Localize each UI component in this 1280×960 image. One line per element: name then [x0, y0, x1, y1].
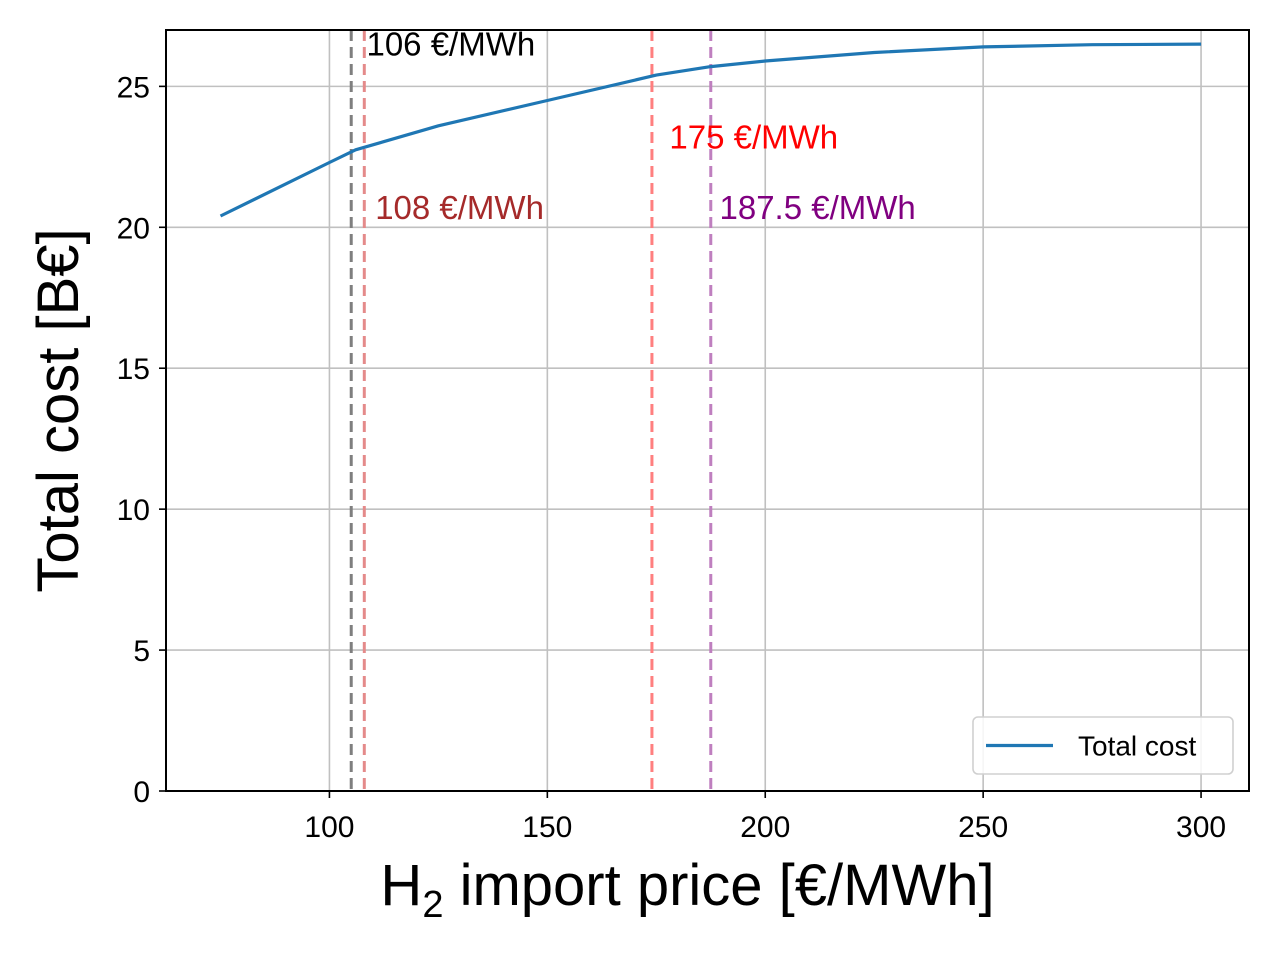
annotations: 106 €/MWh 108 €/MWh 175 €/MWh 187.5 €/MWh [366, 25, 915, 225]
x-axis-label-main: H [380, 853, 422, 918]
x-tick-label: 300 [1176, 811, 1226, 844]
x-tick-label: 200 [740, 811, 790, 844]
reference-lines [349, 30, 713, 791]
y-tick-label: 25 [117, 71, 150, 104]
x-axis-label: H2 import price [€/MWh] [380, 853, 994, 926]
reference-line-label: 108 €/MWh [375, 189, 544, 226]
y-tick-label: 10 [117, 494, 150, 527]
plot-frame [165, 29, 1250, 792]
x-axis-label-rest: import price [€/MWh] [443, 853, 994, 918]
series-line [219, 42, 1202, 218]
axis-ticks: 100 150 200 250 300 0 5 10 15 20 25 [117, 71, 1226, 844]
legend-box [972, 716, 1234, 775]
y-tick-label: 0 [133, 776, 150, 809]
reference-line-label: 106 €/MWh [366, 25, 535, 62]
legend-entry-label: Total cost [1078, 731, 1196, 762]
series-layer [219, 42, 1202, 218]
x-tick-label: 100 [304, 811, 354, 844]
legend: Total cost [972, 716, 1234, 775]
y-tick-label: 20 [117, 212, 150, 245]
x-axis-label-subscript: 2 [422, 884, 443, 926]
x-tick-label: 250 [958, 811, 1008, 844]
y-tick-label: 15 [117, 353, 150, 386]
reference-line-label: 175 €/MWh [669, 118, 838, 155]
y-tick-label: 5 [133, 635, 150, 668]
reference-line-label: 187.5 €/MWh [719, 189, 915, 226]
x-tick-label: 150 [522, 811, 572, 844]
y-axis-label: Total cost [B€] [26, 228, 91, 592]
